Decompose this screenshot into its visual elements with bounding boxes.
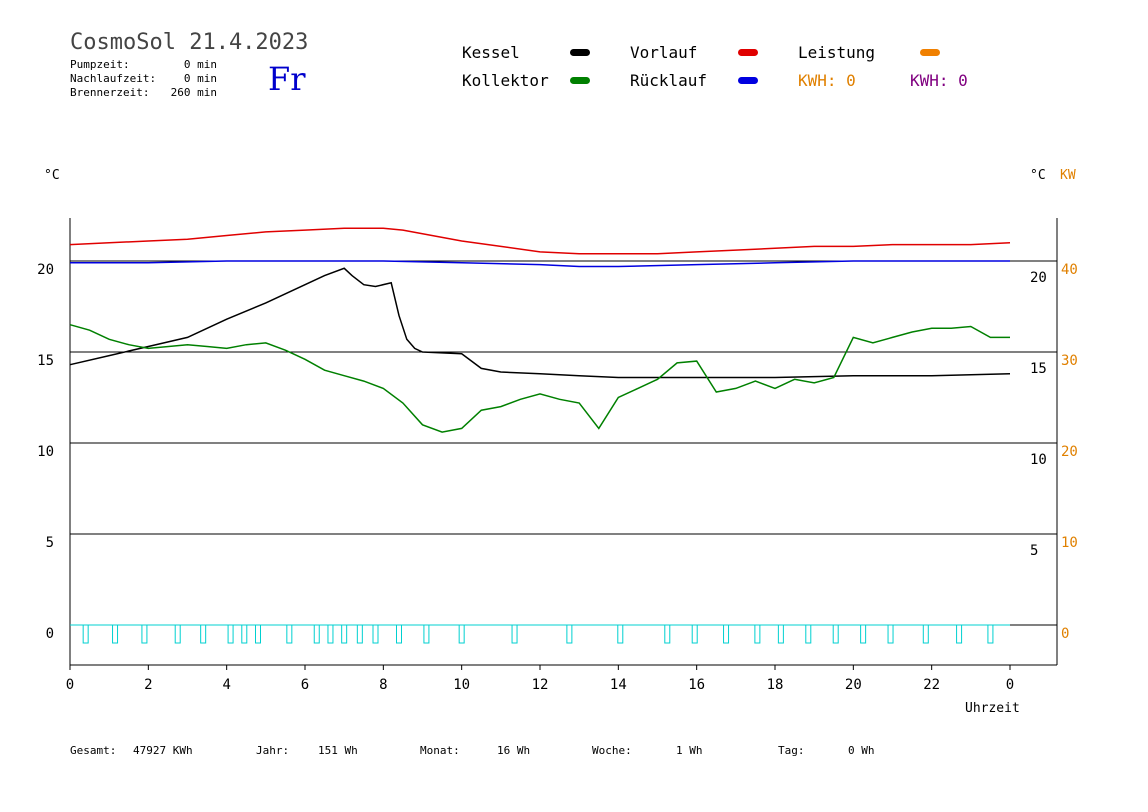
- y-tick-label-right-celsius: 10: [1030, 452, 1047, 468]
- y-tick-label-right-celsius: 5: [1030, 543, 1038, 559]
- y-tick-label-right-kw: 40: [1061, 262, 1078, 278]
- x-axis-label: Uhrzeit: [965, 701, 1020, 716]
- x-tick-label: 6: [301, 677, 309, 693]
- y-tick-label-right-kw: 10: [1061, 535, 1078, 551]
- burner-pulse: [566, 624, 573, 644]
- weekday-label: Fr: [268, 60, 306, 98]
- burner-pulse: [860, 624, 867, 644]
- burner-pulse: [255, 624, 261, 644]
- legend-kwh-purple: KWH: 0: [910, 71, 968, 90]
- burner-pulse: [956, 624, 963, 644]
- y-tick-label-right-kw: 30: [1061, 353, 1078, 369]
- left-axis-unit: °C: [44, 168, 60, 183]
- y-tick-label-right-kw: 0: [1061, 626, 1069, 642]
- x-tick-label: 22: [923, 677, 940, 693]
- x-tick-label: 20: [845, 677, 862, 693]
- burner-pulse: [664, 624, 671, 644]
- x-tick-label: 8: [379, 677, 387, 693]
- footer-label: Monat:: [420, 744, 460, 757]
- burner-pulse: [327, 624, 334, 644]
- legend-vorlauf-label: Vorlauf: [630, 43, 698, 62]
- series-line-rcklauf: [70, 260, 1010, 268]
- x-tick-label: 18: [767, 677, 784, 693]
- legend-kollektor-swatch: [570, 77, 590, 84]
- legend-kollektor-label: Kollektor: [462, 71, 549, 90]
- legend-ruecklauf-swatch: [738, 77, 758, 84]
- footer-value: 16 Wh: [497, 744, 531, 757]
- footer-value: 151 Wh: [318, 744, 358, 757]
- x-tick-label: 16: [688, 677, 705, 693]
- burner-pulse: [723, 624, 730, 644]
- burner-pulse: [241, 624, 248, 644]
- series-line-kessel: [69, 267, 1011, 379]
- y-tick-label-left: 15: [37, 353, 54, 369]
- x-tick-label: 4: [222, 677, 230, 693]
- footer-label: Tag:: [778, 744, 805, 757]
- burner-pulse: [141, 624, 148, 644]
- burner-pulse: [691, 624, 698, 644]
- series-line-kollektor: [69, 323, 1010, 433]
- legend-kessel-label: Kessel: [462, 43, 520, 62]
- burner-pulse: [227, 624, 234, 644]
- x-tick-label: 12: [532, 677, 549, 693]
- x-tick-label: 0: [1006, 677, 1014, 693]
- burner-pulse: [174, 624, 181, 644]
- legend-kwh-orange: KWH: 0: [798, 71, 856, 90]
- info-value: 0 min: [183, 58, 217, 71]
- page-title: CosmoSol 21.4.2023: [70, 30, 309, 55]
- footer-label: Woche:: [592, 744, 632, 757]
- burner-pulse: [286, 624, 293, 644]
- footer-label: Gesamt:: [70, 744, 117, 757]
- burner-pulse: [777, 624, 784, 644]
- burner-pulse: [356, 624, 363, 644]
- burner-pulse: [396, 624, 402, 644]
- info-label: Brennerzeit:: [70, 86, 150, 99]
- legend-vorlauf-swatch: [738, 49, 758, 56]
- x-tick-label: 14: [610, 677, 627, 693]
- right-axis-unit-celsius: °C: [1030, 168, 1046, 183]
- info-label: Nachlaufzeit:: [70, 72, 157, 85]
- burner-pulse: [832, 624, 839, 644]
- burner-pulse: [112, 624, 119, 644]
- burner-pulse: [458, 624, 465, 644]
- series-line-vorlauf: [69, 227, 1011, 255]
- footer-label: Jahr:: [256, 744, 290, 757]
- right-axis-unit-kw: KW: [1060, 168, 1076, 183]
- y-tick-label-left: 5: [46, 535, 54, 551]
- footer-value: 1 Wh: [676, 744, 703, 757]
- burner-pulse: [511, 624, 518, 644]
- burner-pulse: [987, 624, 994, 644]
- burner-pulse: [313, 624, 320, 644]
- burner-pulse: [341, 624, 348, 644]
- x-tick-label: 0: [66, 677, 74, 693]
- burner-pulse: [805, 624, 812, 644]
- burner-pulse: [200, 624, 207, 644]
- y-tick-label-left: 0: [46, 626, 54, 642]
- burner-pulse: [423, 624, 430, 644]
- y-tick-label-right-celsius: 20: [1030, 270, 1047, 286]
- info-value: 260 min: [170, 86, 217, 99]
- burner-pulse: [887, 624, 894, 644]
- y-tick-label-left: 20: [37, 262, 54, 278]
- burner-pulse: [82, 624, 89, 644]
- y-tick-label-right-kw: 20: [1061, 444, 1078, 460]
- info-value: 0 min: [183, 72, 217, 85]
- burner-pulse: [617, 624, 624, 644]
- legend-leistung-label: Leistung: [798, 43, 876, 62]
- info-label: Pumpzeit:: [70, 58, 130, 71]
- burner-pulse: [754, 624, 761, 644]
- footer-value: 47927 KWh: [133, 744, 193, 757]
- legend-leistung-swatch: [920, 49, 940, 56]
- y-tick-label-left: 10: [37, 444, 54, 460]
- x-tick-label: 2: [144, 677, 152, 693]
- x-tick-label: 10: [453, 677, 470, 693]
- legend-ruecklauf-label: Rücklauf: [630, 71, 708, 90]
- burner-pulse: [372, 624, 379, 644]
- burner-pulse: [922, 624, 929, 644]
- legend-kessel-swatch: [570, 49, 590, 56]
- footer-value: 0 Wh: [848, 744, 875, 757]
- y-tick-label-right-celsius: 15: [1030, 361, 1047, 377]
